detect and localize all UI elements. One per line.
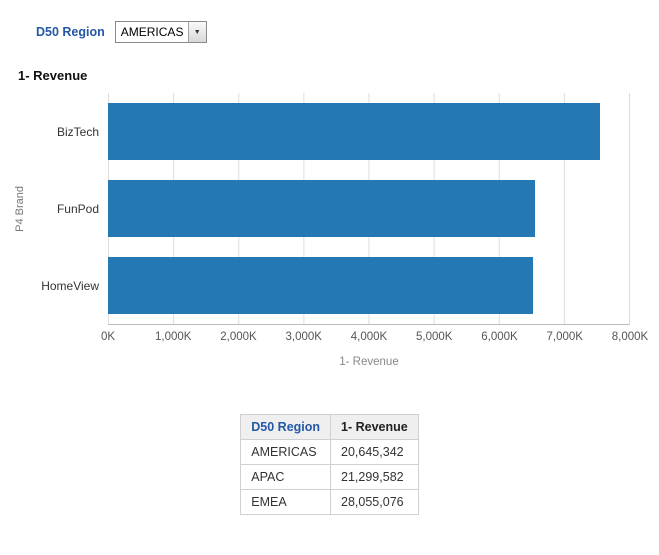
chart-title: 1- Revenue bbox=[18, 68, 88, 83]
table-header-row: D50 Region 1- Revenue bbox=[240, 414, 419, 440]
chevron-down-icon[interactable]: ▼ bbox=[187, 22, 206, 42]
x-tick: 2,000K bbox=[220, 331, 257, 343]
table-row: EMEA 28,055,076 bbox=[240, 489, 419, 515]
revenue-table-wrap: D50 Region 1- Revenue AMERICAS 20,645,34… bbox=[240, 414, 419, 515]
prompt-label: D50 Region bbox=[36, 25, 105, 39]
x-tick: 4,000K bbox=[350, 331, 388, 343]
region-dropdown-value: AMERICAS bbox=[120, 25, 184, 39]
plot-area bbox=[108, 93, 630, 325]
bar-funpod[interactable] bbox=[108, 180, 536, 237]
x-tick: 8,000K bbox=[611, 331, 649, 343]
bar-biztech[interactable] bbox=[108, 103, 601, 160]
region-prompt: D50 Region AMERICAS ▼ bbox=[36, 20, 659, 44]
bar-homeview[interactable] bbox=[108, 257, 533, 314]
revenue-cell: 20,645,342 bbox=[330, 439, 419, 465]
x-tick: 1,000K bbox=[155, 331, 192, 343]
category-label-homeview: HomeView bbox=[41, 279, 99, 294]
x-tick: 5,000K bbox=[416, 331, 453, 343]
revenue-bar-chart: P4 Brand BizTech FunPod HomeView 0K 1,00… bbox=[12, 93, 648, 368]
category-label-funpod: FunPod bbox=[56, 201, 99, 216]
x-tick: 6,000K bbox=[481, 331, 518, 343]
region-cell: AMERICAS bbox=[240, 439, 332, 465]
table-row: APAC 21,299,582 bbox=[240, 464, 419, 490]
category-label-biztech: BizTech bbox=[56, 124, 99, 139]
table-header-revenue: 1- Revenue bbox=[330, 414, 419, 440]
region-cell: APAC bbox=[240, 464, 332, 490]
revenue-cell: 28,055,076 bbox=[330, 489, 419, 515]
x-tick: 7,000K bbox=[546, 331, 583, 343]
y-axis-title: P4 Brand bbox=[14, 186, 26, 232]
x-axis-ticks: 0K 1,000K 2,000K 3,000K 4,000K 5,000K 6,… bbox=[101, 331, 648, 347]
plot-column: 0K 1,000K 2,000K 3,000K 4,000K 5,000K 6,… bbox=[101, 93, 648, 368]
x-tick: 0K bbox=[100, 331, 116, 343]
revenue-table: D50 Region 1- Revenue AMERICAS 20,645,34… bbox=[240, 414, 419, 515]
table-row: AMERICAS 20,645,342 bbox=[240, 439, 419, 465]
region-cell: EMEA bbox=[240, 489, 332, 515]
table-header-region: D50 Region bbox=[240, 414, 332, 440]
category-axis: BizTech FunPod HomeView bbox=[28, 93, 108, 325]
region-dropdown[interactable]: AMERICAS ▼ bbox=[114, 21, 207, 43]
x-tick: 3,000K bbox=[285, 331, 322, 343]
x-axis-title: 1- Revenue bbox=[339, 356, 399, 368]
revenue-cell: 21,299,582 bbox=[330, 464, 419, 490]
